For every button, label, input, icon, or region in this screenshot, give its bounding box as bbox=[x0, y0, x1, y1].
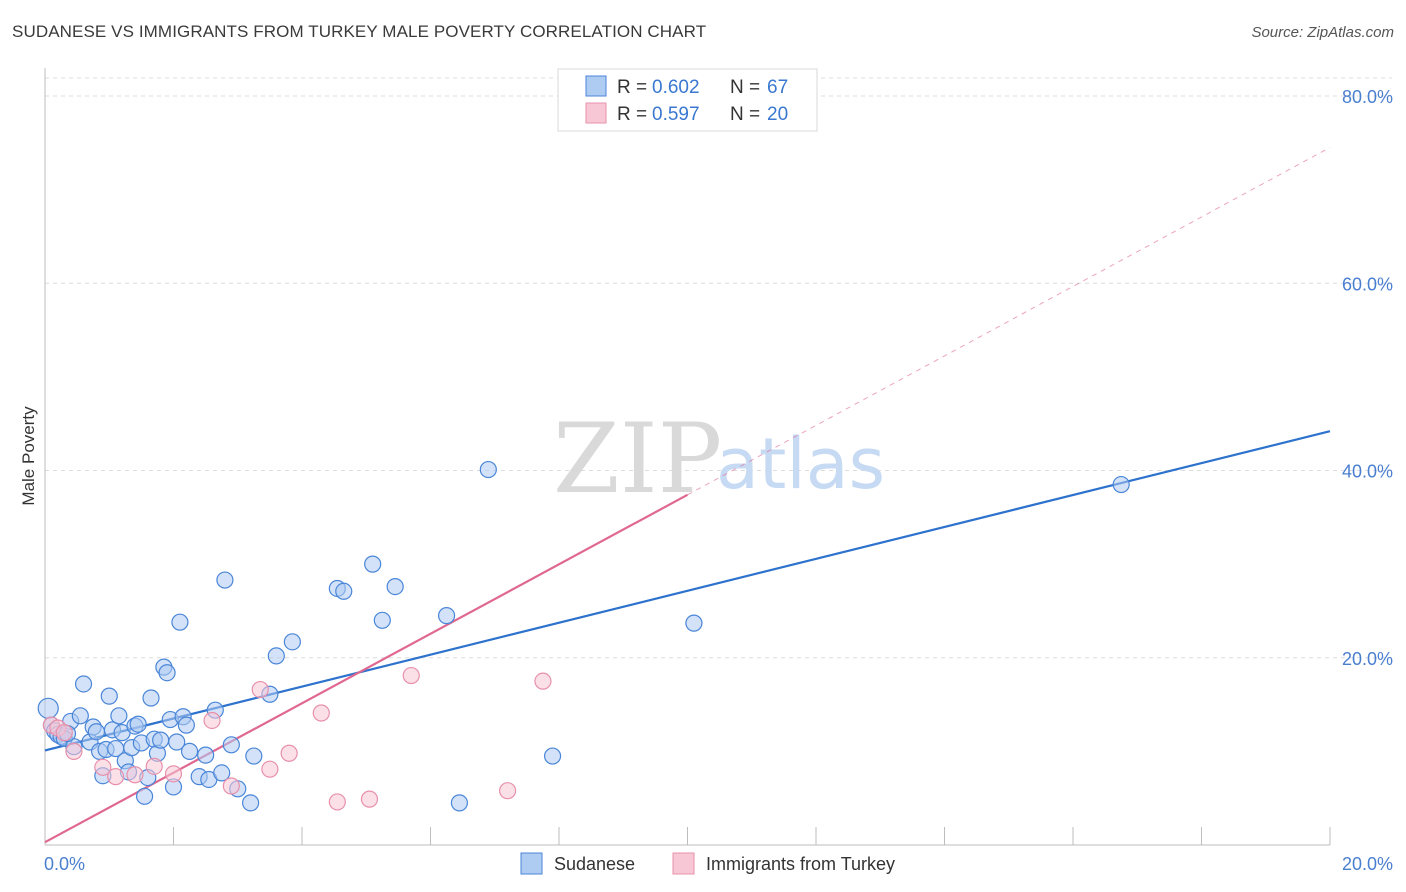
y-tick-labels: 20.0% 40.0% 60.0% 80.0% bbox=[1342, 87, 1393, 669]
turkey-point-8 bbox=[164, 765, 183, 783]
sudanese-point-8 bbox=[71, 707, 89, 725]
y-tick-label-0: 20.0% bbox=[1342, 649, 1393, 669]
turkey-point-15 bbox=[328, 793, 346, 811]
legend-n-value-1: 20 bbox=[767, 104, 788, 125]
data-points bbox=[37, 460, 1130, 812]
turkey-point-18 bbox=[499, 782, 517, 800]
legend-n-label-1: N = bbox=[730, 104, 760, 125]
sudanese-point-19 bbox=[110, 707, 128, 725]
sudanese-point-60 bbox=[437, 607, 456, 625]
sudanese-point-47 bbox=[216, 571, 234, 589]
sudanese-point-37 bbox=[168, 733, 186, 751]
trend-lines bbox=[44, 147, 1331, 844]
sudanese-point-43 bbox=[197, 746, 215, 764]
legend-r-label-1: R = bbox=[617, 104, 647, 125]
watermark: ZIP atlas bbox=[553, 403, 885, 515]
sudanese-point-59 bbox=[386, 577, 404, 596]
y-tick-label-2: 60.0% bbox=[1342, 274, 1393, 294]
sudanese-point-62 bbox=[479, 460, 497, 479]
bottom-legend-swatch-0 bbox=[520, 852, 543, 875]
sudanese-point-53 bbox=[267, 647, 285, 665]
sudanese-point-32 bbox=[152, 731, 170, 749]
sudanese-point-38 bbox=[171, 613, 189, 631]
bottom-legend: Sudanese Immigrants from Turkey bbox=[520, 852, 895, 875]
sudanese-point-57 bbox=[364, 555, 382, 573]
turkey-point-5 bbox=[107, 768, 125, 786]
y-axis-label: Male Poverty bbox=[19, 406, 38, 506]
sudanese-point-56 bbox=[335, 582, 353, 600]
sudanese-point-0 bbox=[37, 697, 59, 719]
sudanese-point-41 bbox=[180, 742, 199, 760]
x-tick-label-0: 0.0% bbox=[44, 854, 85, 874]
legend-swatch-blue bbox=[585, 75, 607, 97]
legend-n-value-0: 67 bbox=[767, 77, 788, 98]
sudanese-point-34 bbox=[158, 664, 176, 682]
sudanese-point-29 bbox=[142, 689, 160, 707]
grid-lines bbox=[45, 77, 1392, 659]
turkey-point-17 bbox=[402, 666, 420, 685]
turkey-point-13 bbox=[280, 744, 298, 762]
sudanese-point-40 bbox=[177, 716, 195, 734]
turkey-point-3 bbox=[65, 742, 83, 760]
turkey-point-2 bbox=[55, 724, 73, 742]
turkey-point-19 bbox=[534, 672, 552, 690]
sudanese-point-58 bbox=[373, 611, 391, 629]
legend-r-value-0: 0.602 bbox=[652, 77, 700, 98]
sudanese-point-65 bbox=[1112, 475, 1130, 494]
sudanese-point-61 bbox=[450, 794, 469, 812]
source-label: Source: ZipAtlas.com bbox=[1251, 24, 1394, 41]
turkey-point-14 bbox=[312, 704, 330, 722]
turkey-point-10 bbox=[222, 777, 240, 795]
turkey-point-9 bbox=[203, 711, 221, 730]
sudanese-point-46 bbox=[213, 764, 231, 782]
x-tick-labels: 0.0% 20.0% bbox=[44, 854, 1393, 874]
sudanese-point-16 bbox=[100, 687, 118, 705]
legend-box: R = 0.602 N = 67 R = 0.597 N = 20 bbox=[557, 68, 818, 132]
y-tick-label-3: 80.0% bbox=[1342, 87, 1393, 107]
sudanese-point-48 bbox=[222, 736, 240, 754]
turkey-point-6 bbox=[126, 766, 144, 784]
watermark-atlas: atlas bbox=[716, 423, 885, 505]
turkey-point-7 bbox=[145, 757, 163, 775]
bottom-legend-swatch-1 bbox=[672, 852, 695, 875]
watermark-zip: ZIP bbox=[553, 403, 722, 515]
sudanese-point-64 bbox=[685, 614, 703, 632]
turkey-point-12 bbox=[261, 760, 279, 778]
sudanese-point-25 bbox=[129, 715, 147, 733]
legend-r-label-0: R = bbox=[617, 77, 647, 98]
bottom-legend-label-0: Sudanese bbox=[554, 854, 635, 874]
legend-r-value-1: 0.597 bbox=[652, 104, 700, 125]
sudanese-point-50 bbox=[242, 794, 260, 812]
x-tick-label-1: 20.0% bbox=[1342, 854, 1393, 874]
bottom-legend-label-1: Immigrants from Turkey bbox=[706, 854, 895, 874]
sudanese-point-51 bbox=[245, 747, 263, 765]
turkey-point-4 bbox=[94, 758, 112, 776]
sudanese-point-9 bbox=[74, 675, 93, 693]
turkey-trend-extension bbox=[687, 147, 1331, 496]
sudanese-point-27 bbox=[135, 787, 154, 805]
chart-title: SUDANESE VS IMMIGRANTS FROM TURKEY MALE … bbox=[12, 22, 707, 41]
turkey-point-11 bbox=[251, 680, 269, 699]
turkey-point-16 bbox=[360, 790, 379, 808]
y-tick-label-1: 40.0% bbox=[1342, 462, 1393, 482]
sudanese-point-12 bbox=[87, 723, 106, 741]
sudanese-point-63 bbox=[543, 747, 562, 765]
legend-n-label-0: N = bbox=[730, 77, 760, 98]
legend-swatch-pink bbox=[585, 102, 607, 124]
sudanese-point-54 bbox=[283, 633, 301, 651]
